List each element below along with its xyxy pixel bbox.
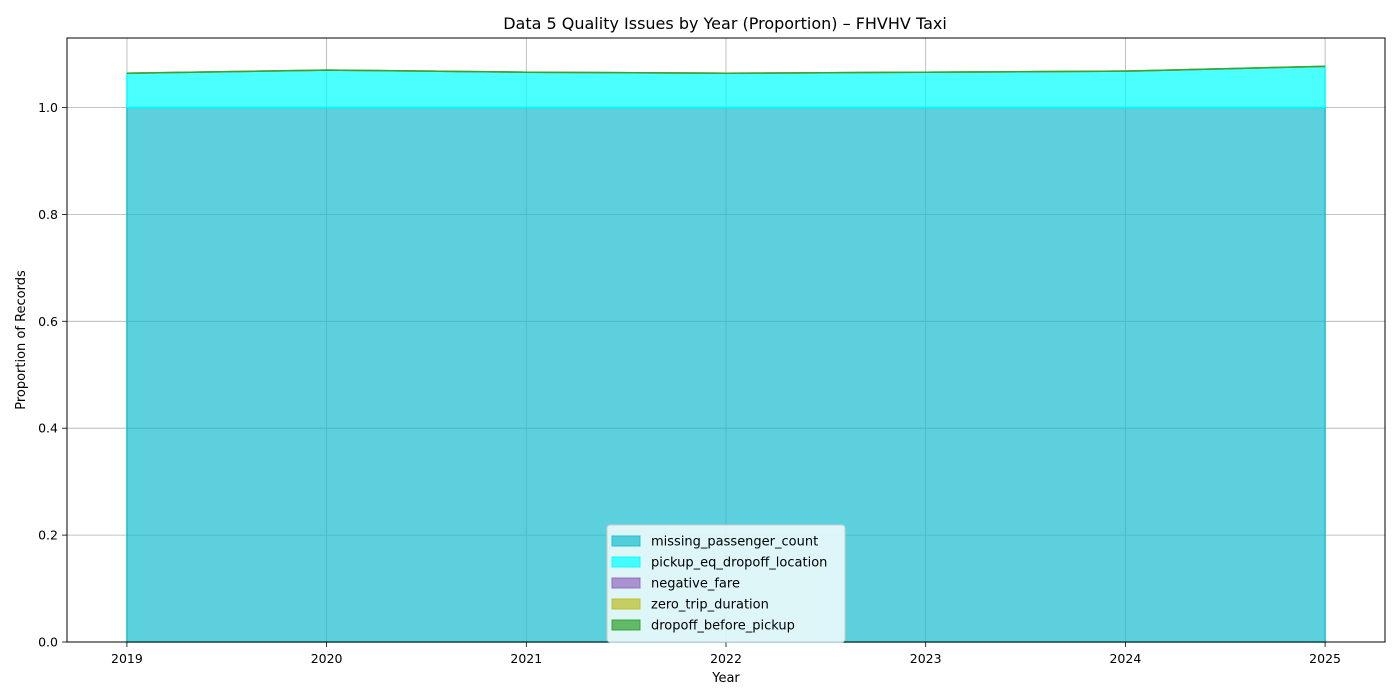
y-tick-label: 0.0 bbox=[38, 635, 58, 650]
y-tick-label: 1.0 bbox=[38, 100, 58, 115]
x-tick-label: 2020 bbox=[311, 651, 343, 666]
legend-swatch bbox=[611, 619, 641, 631]
legend-swatch bbox=[611, 598, 641, 610]
legend-label: missing_passenger_count bbox=[651, 535, 818, 550]
plot-areas bbox=[126, 65, 1326, 643]
x-axis-label: Year bbox=[711, 671, 740, 686]
x-tick-label: 2019 bbox=[111, 651, 143, 666]
chart-title: Data 5 Quality Issues by Year (Proportio… bbox=[503, 14, 947, 33]
legend-swatch bbox=[611, 577, 641, 589]
y-tick-label: 0.8 bbox=[38, 207, 58, 222]
legend-label: dropoff_before_pickup bbox=[651, 619, 795, 634]
legend-box bbox=[606, 524, 846, 643]
legend-label: zero_trip_duration bbox=[651, 598, 769, 613]
legend-swatch bbox=[611, 535, 641, 547]
y-tick-label: 0.6 bbox=[38, 314, 58, 329]
legend: missing_passenger_count pickup_eq_dropoff… bbox=[606, 524, 846, 643]
x-tick-label: 2025 bbox=[1309, 651, 1341, 666]
legend-label: pickup_eq_dropoff_location bbox=[651, 556, 827, 571]
ticks: 2019 2020 2021 2022 2023 2024 2025 0.0 0.2 0.4 0.6… bbox=[38, 100, 1341, 666]
y-tick-label: 0.2 bbox=[38, 528, 58, 543]
x-tick-label: 2022 bbox=[710, 651, 742, 666]
x-tick-label: 2021 bbox=[510, 651, 542, 666]
y-axis-label: Proportion of Records bbox=[14, 270, 29, 410]
y-tick-label: 0.4 bbox=[38, 421, 58, 436]
legend-label: negative_fare bbox=[651, 577, 740, 592]
x-tick-label: 2023 bbox=[910, 651, 942, 666]
area-dropoff-before-pickup bbox=[126, 65, 1326, 75]
legend-swatch bbox=[611, 556, 641, 568]
x-tick-label: 2024 bbox=[1109, 651, 1141, 666]
